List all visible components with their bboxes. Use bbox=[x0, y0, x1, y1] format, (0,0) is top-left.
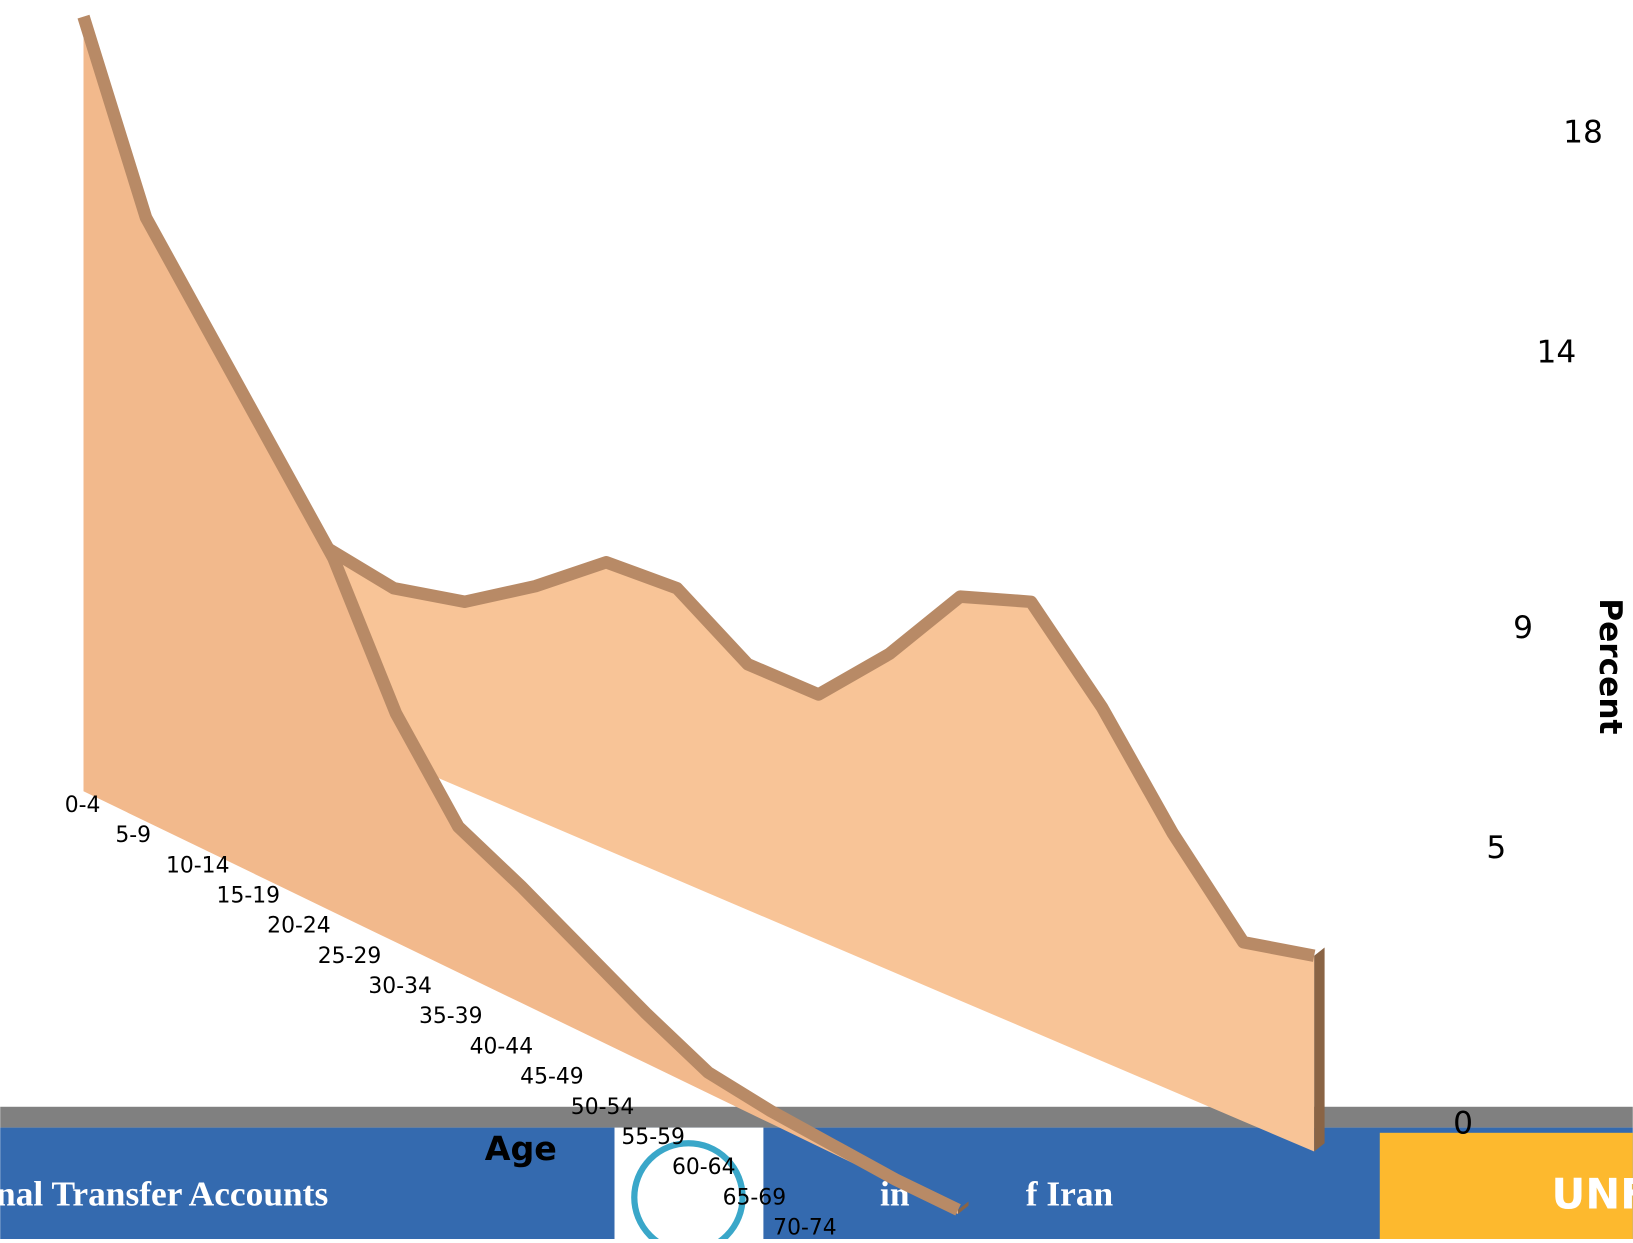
x-tick-label: 25-29 bbox=[318, 944, 382, 969]
ribbon-side bbox=[958, 1201, 969, 1215]
footer-text: f Iran bbox=[1026, 1173, 1114, 1213]
y-tick-label: 14 bbox=[1536, 335, 1576, 371]
x-tick-label: 70-74 bbox=[773, 1216, 837, 1239]
x-tick-label: 35-39 bbox=[419, 1004, 483, 1029]
area-ribbon bbox=[83, 16, 959, 1215]
ribbon-side bbox=[1314, 947, 1325, 1152]
x-tick-label: 30-34 bbox=[368, 974, 432, 999]
area-edge bbox=[77, 14, 961, 1216]
x-tick-label: 65-69 bbox=[723, 1185, 787, 1210]
x-tick-label: 10-14 bbox=[166, 853, 230, 878]
y-tick-label: 18 bbox=[1563, 114, 1603, 150]
area-ribbon bbox=[322, 545, 1315, 1152]
footer-text: nal Transfer Accounts bbox=[0, 1173, 328, 1213]
x-tick-label: 5-9 bbox=[115, 823, 151, 848]
x-tick-label: 20-24 bbox=[267, 914, 331, 939]
x-tick-label: 40-44 bbox=[470, 1034, 534, 1059]
y-tick-label: 9 bbox=[1513, 610, 1533, 646]
logo-text: UNF bbox=[1552, 1169, 1633, 1218]
y-tick-label: 5 bbox=[1486, 830, 1506, 866]
y-axis-title: Percent bbox=[1592, 598, 1628, 734]
y-tick-label: 0 bbox=[1453, 1105, 1473, 1141]
footer-bar bbox=[0, 1127, 1633, 1239]
footer-gray-bar bbox=[0, 1106, 1633, 1128]
x-tick-label: 45-49 bbox=[520, 1065, 584, 1090]
university-logo-ring bbox=[631, 1140, 746, 1243]
x-axis-title: Age bbox=[485, 1129, 557, 1168]
x-tick-label: 0-4 bbox=[65, 793, 101, 818]
unfpa-logo bbox=[1379, 1132, 1633, 1239]
x-tick-label: 60-64 bbox=[672, 1155, 736, 1180]
x-tick-label: 55-59 bbox=[621, 1125, 685, 1150]
x-tick-label: 15-19 bbox=[217, 883, 281, 908]
x-tick-label: 50-54 bbox=[571, 1095, 635, 1120]
area-edge bbox=[319, 540, 1316, 962]
